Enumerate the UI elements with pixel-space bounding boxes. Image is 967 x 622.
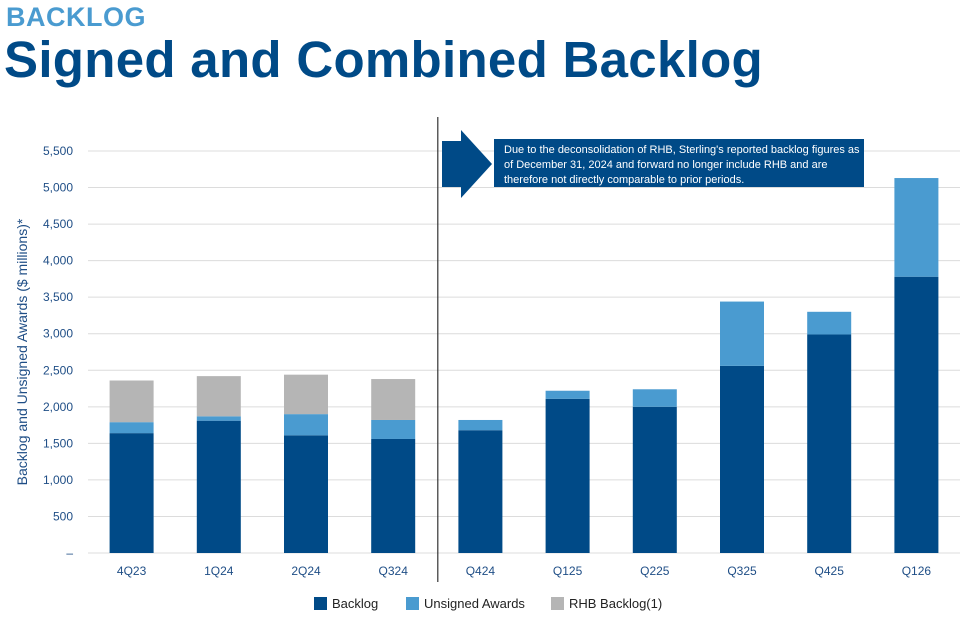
- deconsolidation-note: Due to the deconsolidation of RHB, Sterl…: [504, 144, 860, 186]
- legend-label: RHB Backlog(1): [569, 596, 662, 611]
- legend-label: Unsigned Awards: [424, 596, 525, 611]
- bar-backlog: [284, 435, 328, 553]
- bar-unsigned-awards: [720, 301, 764, 366]
- bar-unsigned-awards: [894, 178, 939, 277]
- legend-swatch: [406, 597, 419, 610]
- y-tick-label: 3,500: [43, 290, 73, 304]
- bar-unsigned-awards: [371, 419, 416, 439]
- bar-rhb-backlog-1: [109, 380, 154, 423]
- bar-unsigned-awards: [109, 422, 154, 434]
- arrow-right-icon: [442, 130, 492, 198]
- bar-backlog: [720, 365, 764, 553]
- x-tick-label: Q126: [902, 564, 932, 578]
- x-tick-label: Q225: [640, 564, 670, 578]
- bar-unsigned-awards: [545, 390, 590, 399]
- bar-rhb-backlog-1: [284, 374, 328, 415]
- bar-backlog: [807, 334, 852, 553]
- bar-unsigned-awards: [632, 389, 677, 407]
- x-tick-label: Q325: [727, 564, 757, 578]
- y-tick-label: 500: [53, 509, 73, 523]
- bar-backlog: [545, 398, 590, 553]
- page-title: Signed and Combined Backlog: [4, 31, 764, 88]
- y-tick-label: 1,500: [43, 436, 73, 450]
- bar-unsigned-awards: [807, 311, 852, 335]
- legend-swatch: [314, 597, 327, 610]
- y-axis-title: Backlog and Unsigned Awards ($ millions)…: [14, 218, 30, 485]
- note-callout-box: [494, 139, 864, 187]
- bar-unsigned-awards: [196, 416, 241, 421]
- x-tick-label: 2Q24: [291, 564, 321, 578]
- y-tick-label: 2,500: [43, 363, 73, 377]
- x-tick-label: Q424: [466, 564, 496, 578]
- y-tick-label: 4,500: [43, 217, 73, 231]
- bar-backlog: [894, 276, 939, 553]
- bar-rhb-backlog-1: [196, 376, 241, 417]
- y-tick-label: 4,000: [43, 254, 73, 268]
- x-tick-label: Q125: [553, 564, 583, 578]
- legend-swatch: [551, 597, 564, 610]
- bar-backlog: [632, 406, 677, 553]
- bar-unsigned-awards: [458, 419, 503, 431]
- y-tick-label: –: [66, 546, 73, 560]
- section-eyebrow: BACKLOG: [6, 2, 146, 32]
- bar-backlog: [458, 430, 503, 553]
- x-axis-ticks: 4Q23 1Q24 2Q24 Q324 Q424 Q125 Q225 Q325 Q425 Q126: [117, 564, 931, 578]
- bar-unsigned-awards: [284, 414, 328, 436]
- x-tick-label: Q425: [815, 564, 845, 578]
- y-tick-label: 1,000: [43, 473, 73, 487]
- bar-backlog: [196, 420, 241, 553]
- y-axis-ticks: – 500 1,000 1,500 2,000 2,500 3,000 3,500 4,000 4…: [43, 144, 73, 560]
- bar-backlog: [109, 433, 154, 553]
- x-tick-label: 4Q23: [117, 564, 147, 578]
- y-tick-label: 2,000: [43, 400, 73, 414]
- bars: [109, 178, 939, 553]
- x-tick-label: 1Q24: [204, 564, 234, 578]
- bar-backlog: [371, 438, 416, 553]
- y-tick-label: 5,000: [43, 181, 73, 195]
- legend-label: Backlog: [332, 596, 378, 611]
- legend: Backlog Unsigned Awards RHB Backlog(1): [314, 596, 662, 611]
- x-tick-label: Q324: [379, 564, 409, 578]
- y-tick-label: 3,000: [43, 327, 73, 341]
- y-tick-label: 5,500: [43, 144, 73, 158]
- bar-rhb-backlog-1: [371, 379, 416, 420]
